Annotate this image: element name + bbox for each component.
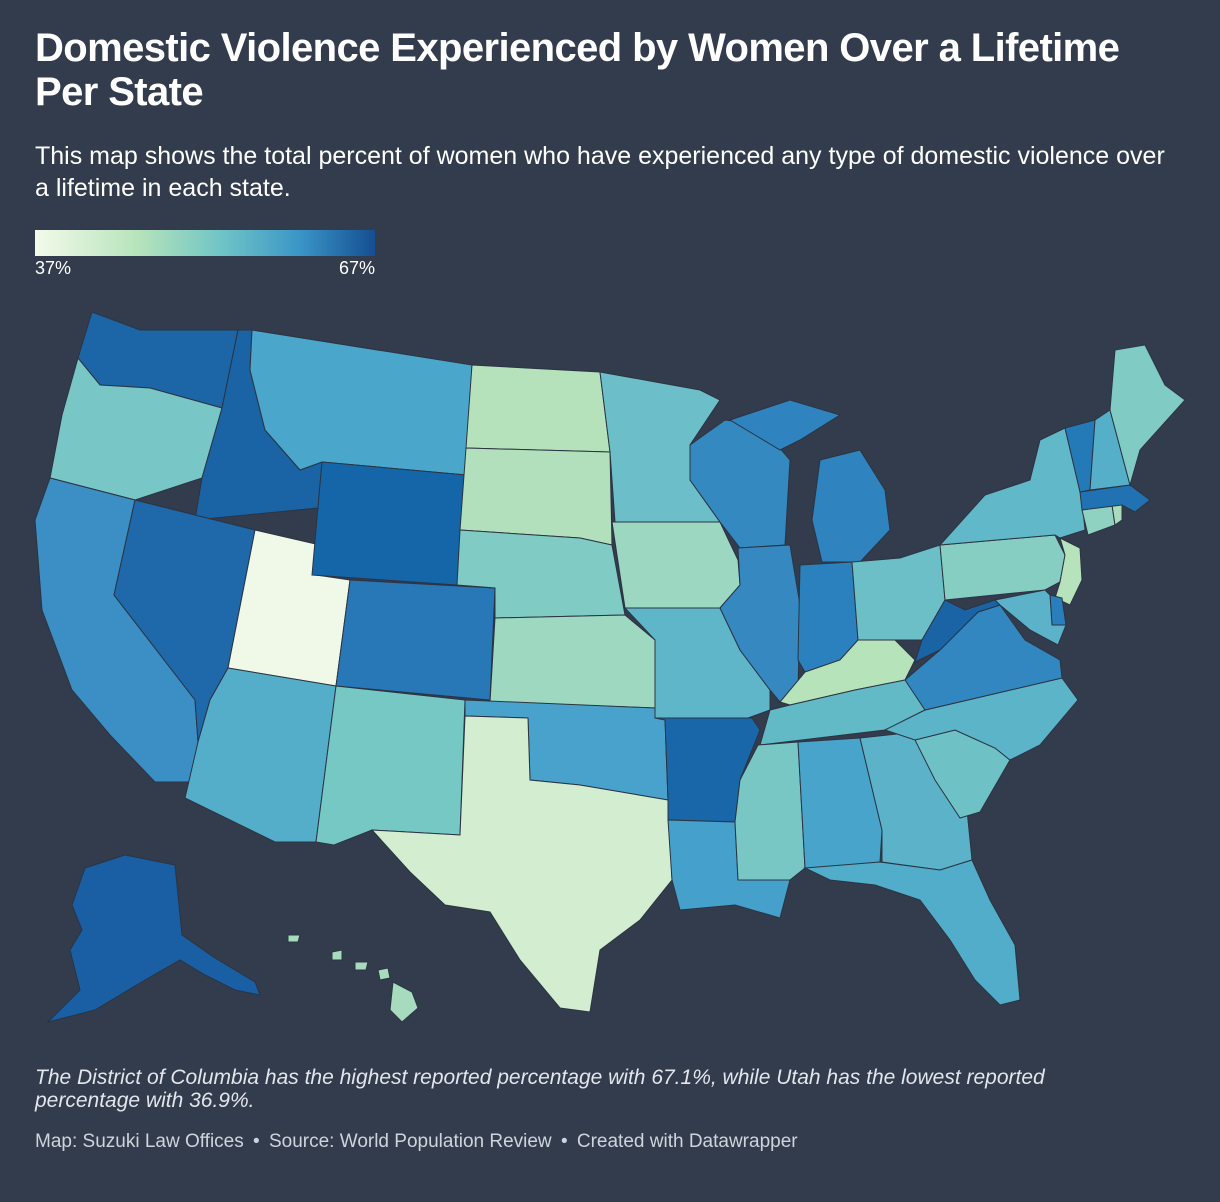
state-ND[interactable] (465, 364, 611, 453)
color-legend: 37% 67% (35, 230, 375, 282)
footer-separator: • (560, 1131, 568, 1152)
state-IA[interactable] (611, 521, 741, 609)
state-SD[interactable] (459, 447, 613, 546)
state-FL[interactable] (803, 859, 1021, 1006)
page-title: Domestic Violence Experienced by Women O… (35, 26, 1120, 114)
state-IL[interactable] (719, 544, 801, 703)
legend-gradient-bar (35, 230, 375, 256)
footer-tool-link[interactable]: Created with Datawrapper (576, 1131, 798, 1152)
page-subtitle: This map shows the total percent of wome… (35, 142, 1165, 202)
state-KS[interactable] (489, 614, 656, 709)
state-AK[interactable] (46, 854, 261, 1023)
state-HI[interactable] (287, 934, 419, 1023)
footer-source-link[interactable]: Source: World Population Review (268, 1131, 552, 1152)
state-CO[interactable] (335, 579, 496, 701)
state-PA[interactable] (939, 534, 1066, 601)
us-choropleth-map (34, 311, 1186, 1023)
state-NM[interactable] (315, 685, 466, 846)
map-note: The District of Columbia has the highest… (35, 1066, 1045, 1112)
state-WY[interactable] (311, 461, 467, 586)
state-TX[interactable] (370, 715, 673, 1013)
state-MD[interactable] (993, 589, 1067, 646)
state-ME[interactable] (1109, 344, 1186, 487)
legend-max-label: 67% (338, 258, 375, 278)
footer-separator: • (253, 1131, 260, 1152)
footer-map-credit: Map: Suzuki Law Offices (35, 1131, 244, 1152)
legend-min-label: 37% (35, 258, 72, 278)
state-NY[interactable] (938, 427, 1086, 546)
footer-credits: Map: Suzuki Law Offices • Source: World … (35, 1131, 798, 1153)
state-MI[interactable] (728, 399, 891, 563)
